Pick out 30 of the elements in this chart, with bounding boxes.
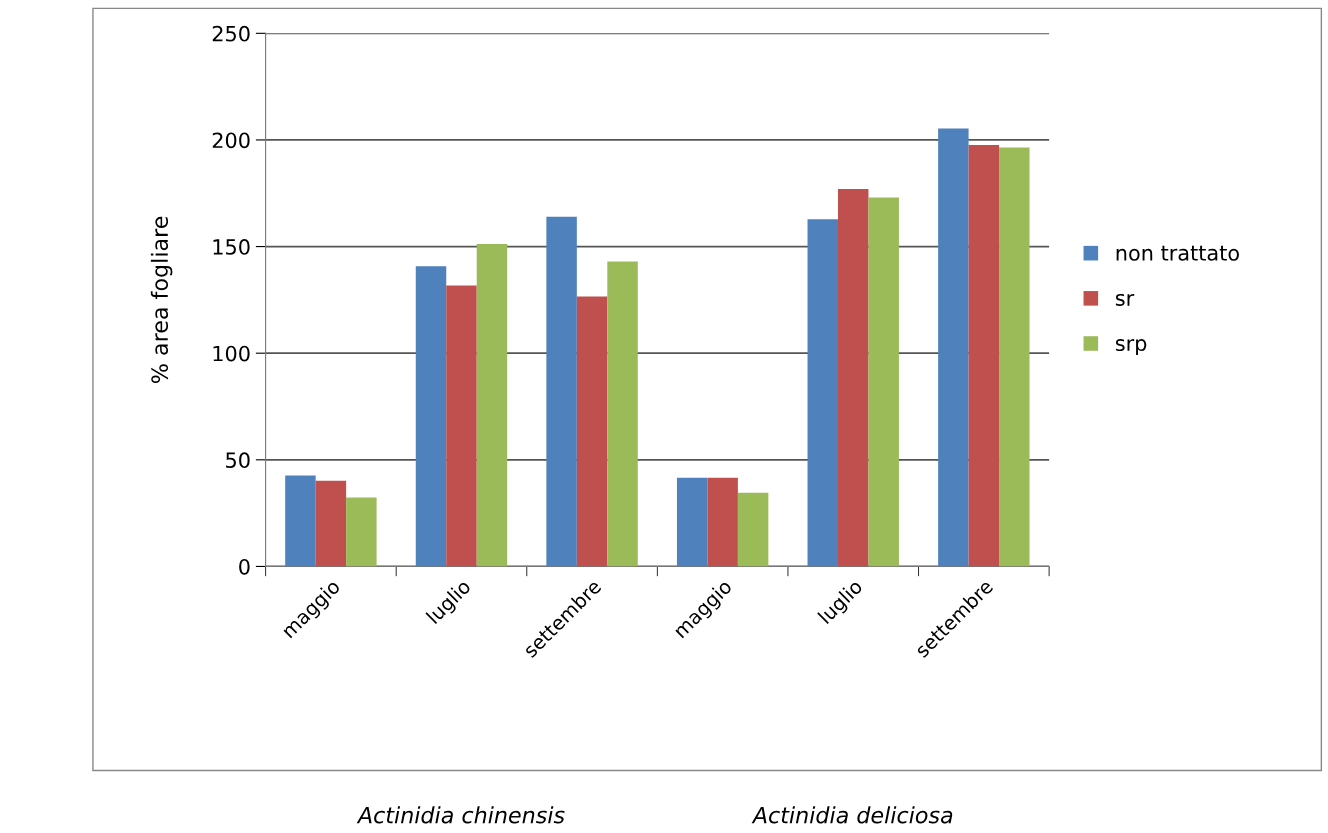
y-tick-label: 200 xyxy=(212,132,250,149)
legend-label: sr xyxy=(1115,293,1135,306)
bar xyxy=(346,497,377,567)
bar xyxy=(999,147,1030,567)
bar xyxy=(707,477,738,567)
text: Actinidia chinensis xyxy=(356,806,565,824)
bar xyxy=(315,480,347,567)
text: Actinidia deliciosa xyxy=(751,806,953,824)
bar xyxy=(576,296,608,567)
y-tick-label: 0 xyxy=(239,558,250,575)
bar xyxy=(676,477,708,567)
bar xyxy=(607,261,638,567)
bar xyxy=(476,244,508,567)
y-tick-label: 50 xyxy=(226,452,250,469)
bar xyxy=(938,128,969,567)
bar xyxy=(868,197,899,567)
bar xyxy=(446,285,477,567)
y-tick-label: 150 xyxy=(213,239,250,255)
bar xyxy=(737,492,769,567)
y-tick-label: 100 xyxy=(213,345,250,362)
bar xyxy=(415,266,447,567)
y-tick-label: 250 xyxy=(212,25,250,42)
y-axis-title: % area fogliare xyxy=(150,216,173,383)
legend-label: non trattato xyxy=(1116,245,1239,261)
legend-label: srp xyxy=(1115,339,1147,356)
bar xyxy=(838,188,869,567)
bar xyxy=(285,475,316,567)
bar xyxy=(546,216,577,567)
bar xyxy=(968,145,1000,567)
bar xyxy=(807,219,838,567)
